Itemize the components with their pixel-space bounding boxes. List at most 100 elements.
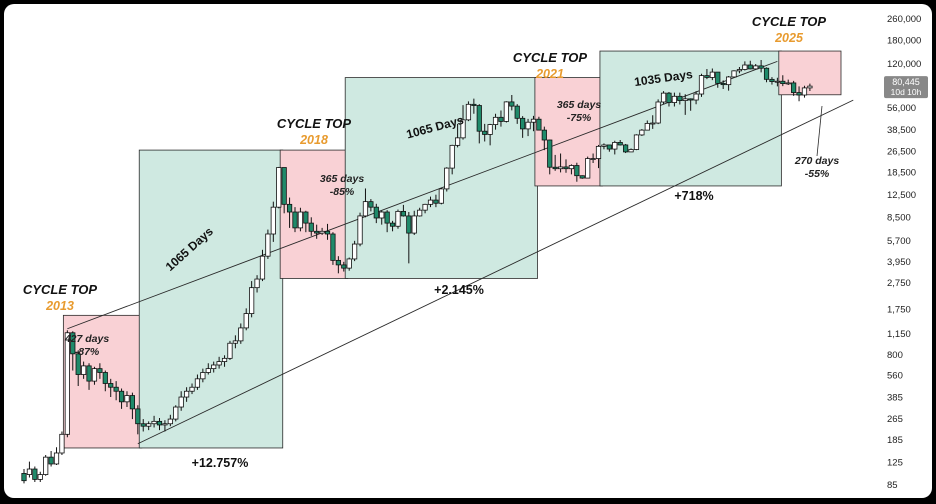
candle bbox=[563, 166, 569, 170]
candle bbox=[335, 259, 341, 266]
lower-trend-line bbox=[137, 99, 854, 445]
candle bbox=[411, 215, 417, 234]
candle bbox=[709, 71, 715, 78]
candle bbox=[568, 165, 575, 170]
candle bbox=[64, 332, 70, 435]
candle bbox=[476, 105, 482, 132]
candle bbox=[330, 233, 336, 261]
candle bbox=[221, 357, 228, 362]
candle bbox=[698, 75, 705, 95]
candle bbox=[167, 418, 173, 425]
candle bbox=[671, 95, 678, 103]
candle bbox=[297, 211, 304, 229]
candle bbox=[693, 93, 699, 101]
candle bbox=[53, 452, 60, 465]
correction-pct-label: -85% bbox=[330, 186, 355, 198]
candle bbox=[314, 230, 320, 234]
candle bbox=[731, 70, 737, 78]
candle bbox=[498, 116, 504, 122]
candle bbox=[211, 364, 217, 370]
candle bbox=[232, 340, 238, 344]
candle bbox=[422, 203, 428, 211]
candle bbox=[118, 390, 125, 403]
candle bbox=[140, 423, 146, 427]
cycle-top-year: 2025 bbox=[774, 31, 804, 45]
y-tick-label: 260,000 bbox=[887, 14, 921, 25]
candle bbox=[444, 167, 450, 190]
candle bbox=[758, 65, 764, 69]
candle bbox=[124, 395, 130, 403]
candle bbox=[753, 65, 759, 70]
candle bbox=[487, 124, 493, 135]
correction-pct-label: -55% bbox=[805, 168, 830, 180]
candle bbox=[303, 211, 309, 224]
candle bbox=[590, 158, 596, 160]
cycle-top-title: CYCLE TOP bbox=[277, 116, 351, 131]
candle bbox=[644, 123, 650, 131]
candle bbox=[417, 209, 423, 217]
candle bbox=[75, 353, 81, 375]
candle bbox=[715, 71, 721, 84]
candle bbox=[720, 82, 726, 86]
candle bbox=[655, 101, 661, 124]
candle bbox=[774, 80, 780, 83]
candle bbox=[438, 188, 444, 204]
candle bbox=[471, 103, 477, 106]
candle bbox=[108, 383, 114, 388]
rally-gain-label: +2.145% bbox=[434, 283, 484, 297]
y-tick-label: 1,750 bbox=[887, 304, 911, 315]
y-tick-label: 8,500 bbox=[887, 213, 911, 224]
y-tick-label: 120,000 bbox=[887, 59, 921, 70]
candle bbox=[238, 327, 244, 342]
candle bbox=[281, 167, 287, 205]
candle bbox=[70, 332, 76, 355]
candle bbox=[726, 76, 732, 86]
candle bbox=[801, 87, 808, 96]
candle bbox=[552, 166, 558, 170]
candle bbox=[189, 386, 195, 392]
rally-gain-label: +12.757% bbox=[192, 456, 249, 470]
candle bbox=[205, 368, 211, 373]
y-tick-label: 385 bbox=[887, 392, 903, 403]
candle bbox=[59, 433, 65, 454]
y-tick-label: 56,000 bbox=[887, 103, 916, 114]
candle bbox=[628, 149, 634, 153]
candle bbox=[97, 368, 103, 373]
candle bbox=[200, 372, 206, 380]
candle bbox=[243, 313, 249, 329]
candle bbox=[433, 199, 439, 204]
rally-gain-label: +718% bbox=[674, 189, 713, 203]
correction-days-label: 365 days bbox=[320, 173, 365, 185]
correction-pct-label: -75% bbox=[567, 112, 592, 124]
candle bbox=[227, 342, 233, 359]
candle bbox=[677, 95, 683, 101]
candle bbox=[807, 85, 813, 89]
y-tick-label: 12,500 bbox=[887, 190, 916, 201]
candle bbox=[633, 134, 640, 150]
candle bbox=[81, 365, 87, 375]
candle bbox=[173, 406, 179, 420]
y-tick-label: 185 bbox=[887, 435, 903, 446]
candle bbox=[384, 211, 390, 224]
candle bbox=[557, 166, 564, 170]
y-tick-label: 800 bbox=[887, 350, 903, 361]
candle bbox=[460, 119, 466, 139]
candle bbox=[259, 255, 266, 280]
candle bbox=[308, 222, 314, 232]
candle bbox=[249, 287, 255, 314]
candle bbox=[606, 144, 612, 150]
candle bbox=[503, 101, 509, 122]
y-tick-label: 560 bbox=[887, 371, 903, 382]
candle bbox=[639, 129, 645, 136]
y-tick-label: 3,950 bbox=[887, 257, 911, 268]
candle bbox=[178, 396, 184, 408]
candle bbox=[352, 243, 358, 260]
cycle-top-title: CYCLE TOP bbox=[513, 50, 587, 65]
y-tick-label: 2,750 bbox=[887, 278, 911, 289]
candle bbox=[270, 206, 276, 235]
candle bbox=[151, 420, 157, 425]
candle bbox=[135, 408, 141, 425]
candle bbox=[514, 105, 520, 119]
chart-area: 260,000 180,000 120,000 56,000 38,500 26,500 1… bbox=[4, 4, 932, 498]
candle bbox=[254, 278, 260, 289]
